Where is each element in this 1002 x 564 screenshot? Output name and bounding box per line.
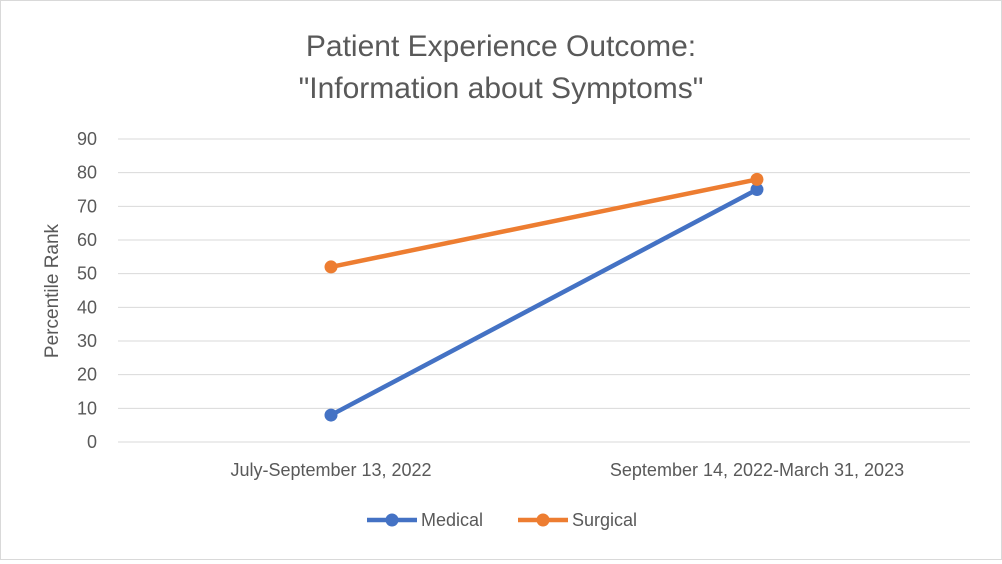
y-tick-60: 60 — [77, 230, 97, 250]
x-tick-label: July-September 13, 2022 — [230, 460, 431, 480]
x-tick-label: September 14, 2022-March 31, 2023 — [610, 460, 904, 480]
data-point-surgical — [750, 172, 764, 186]
series-medical — [324, 183, 764, 422]
data-point-surgical — [324, 260, 338, 274]
legend: Medical Surgical — [367, 510, 637, 530]
legend-label: Surgical — [572, 510, 637, 530]
legend-marker — [536, 513, 550, 527]
y-tick-10: 10 — [77, 398, 97, 418]
y-tick-50: 50 — [77, 264, 97, 284]
y-tick-labels: 0 10 20 30 40 50 60 70 80 90 — [77, 129, 97, 452]
chart-title-line-1: Patient Experience Outcome: — [306, 30, 696, 63]
legend-label: Medical — [421, 510, 483, 530]
series-surgical — [324, 172, 764, 274]
y-tick-30: 30 — [77, 331, 97, 351]
legend-item-surgical: Surgical — [518, 510, 637, 530]
y-tick-40: 40 — [77, 297, 97, 317]
y-tick-20: 20 — [77, 365, 97, 385]
y-tick-80: 80 — [77, 163, 97, 183]
data-point-medical — [750, 183, 764, 196]
legend-item-medical: Medical — [367, 510, 483, 530]
gridlines — [118, 138, 970, 443]
y-tick-90: 90 — [77, 129, 97, 149]
chart-title-line-2: "Information about Symptoms" — [299, 72, 704, 105]
y-axis-title: Percentile Rank — [42, 223, 63, 358]
y-tick-70: 70 — [77, 196, 97, 216]
data-point-medical — [324, 408, 338, 422]
series-line-surgical — [328, 177, 760, 270]
x-tick-labels: July-September 13, 2022 September 14, 202… — [230, 460, 904, 480]
series-lines — [324, 172, 764, 422]
series-line-medical — [328, 187, 760, 418]
y-tick-0: 0 — [87, 432, 97, 452]
legend-marker — [385, 513, 399, 527]
